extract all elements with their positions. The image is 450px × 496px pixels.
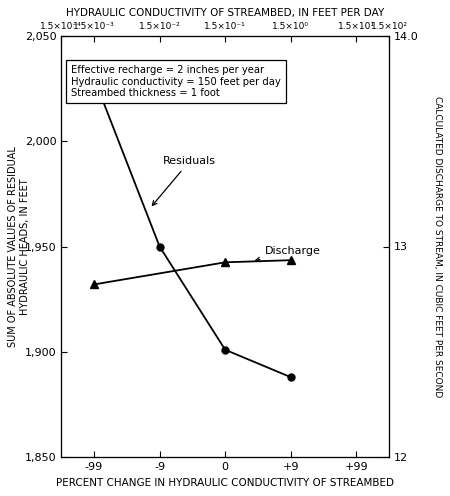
Text: Residuals: Residuals bbox=[153, 156, 216, 205]
Text: Discharge: Discharge bbox=[256, 246, 320, 262]
Text: Effective recharge = 2 inches per year
Hydraulic conductivity = 150 feet per day: Effective recharge = 2 inches per year H… bbox=[71, 65, 281, 98]
X-axis label: HYDRAULIC CONDUCTIVITY OF STREAMBED, IN FEET PER DAY: HYDRAULIC CONDUCTIVITY OF STREAMBED, IN … bbox=[66, 8, 384, 18]
Y-axis label: CALCULATED DISCHARGE TO STREAM, IN CUBIC FEET PER SECOND: CALCULATED DISCHARGE TO STREAM, IN CUBIC… bbox=[432, 96, 441, 397]
X-axis label: PERCENT CHANGE IN HYDRAULIC CONDUCTIVITY OF STREAMBED: PERCENT CHANGE IN HYDRAULIC CONDUCTIVITY… bbox=[56, 478, 394, 488]
Y-axis label: SUM OF ABSOLUTE VALUES OF RESIDUAL
HYDRAULIC HEADS, IN FEET: SUM OF ABSOLUTE VALUES OF RESIDUAL HYDRA… bbox=[9, 146, 30, 347]
